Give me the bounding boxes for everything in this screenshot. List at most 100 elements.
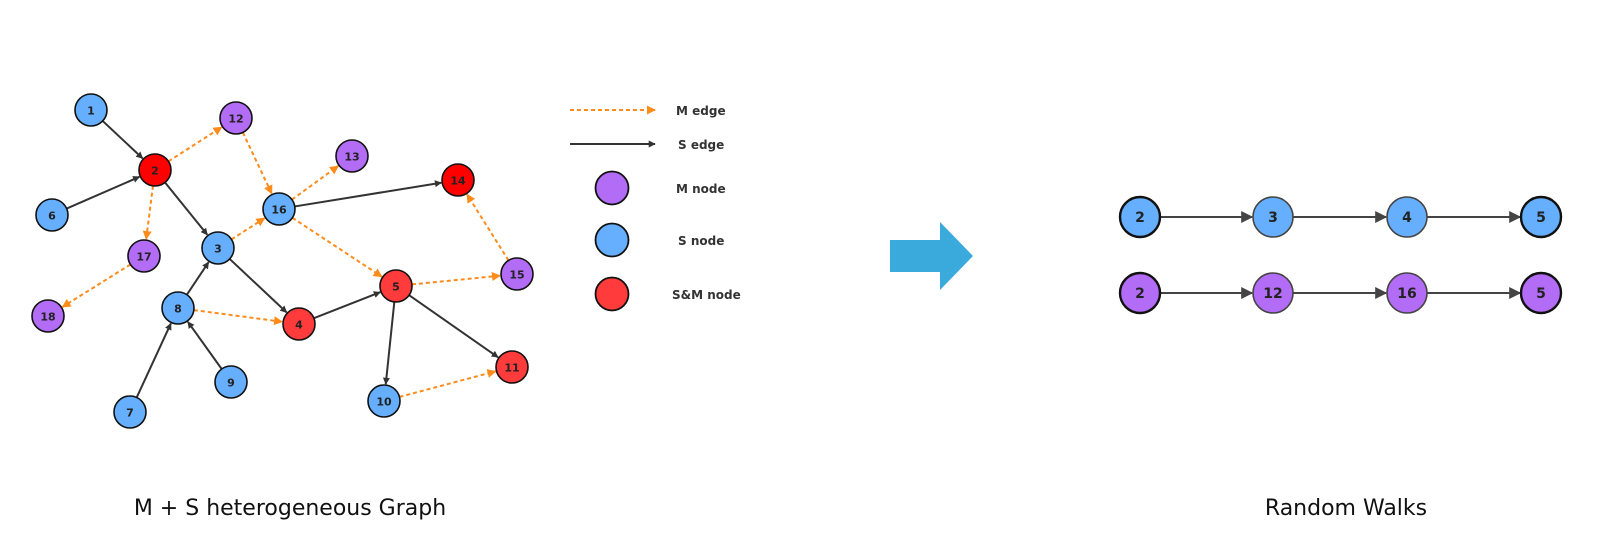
graph-node-8: 8 (161, 291, 195, 325)
edge-s-9-8 (187, 321, 223, 370)
edge-s-8-3 (186, 261, 210, 296)
edge-m-17-18 (61, 263, 131, 308)
edge-m-2-17 (142, 185, 154, 241)
graph-node-4: 4 (282, 307, 316, 341)
graph-node-2: 2 (138, 153, 172, 187)
graph-node-14: 14 (441, 163, 475, 197)
edge-m-16-5 (291, 216, 383, 278)
edge-s-1-2 (101, 120, 144, 160)
walk-node-circle (1118, 195, 1162, 239)
graph-node-circle (161, 291, 195, 325)
graph-node-17: 17 (127, 239, 161, 273)
edge-s-3-4 (228, 258, 288, 314)
graph-node-label: 3 (214, 243, 222, 256)
walk-node-label: 16 (1397, 286, 1416, 302)
graph-node-18: 18 (31, 299, 65, 333)
legend-m-edge-label: M edge (676, 104, 726, 118)
transform-arrow-icon (890, 222, 973, 290)
graph-node-label: 14 (450, 175, 466, 188)
edge-s-7-8 (135, 322, 172, 398)
graph-node-label: 15 (509, 269, 524, 282)
graph-node-label: 8 (174, 303, 182, 316)
graph-node-circle (219, 101, 253, 135)
walk-node-circle (1519, 271, 1563, 315)
graph-node-circle (127, 239, 161, 273)
graph-node-label: 4 (295, 319, 303, 332)
graph-node-circle (500, 257, 534, 291)
edge-s-4-5 (313, 291, 381, 320)
walk-node-label: 2 (1135, 286, 1145, 302)
legend-sm-node-swatch (594, 276, 630, 312)
graph-node-9: 9 (214, 365, 248, 399)
graph-node-label: 6 (48, 210, 56, 223)
graph-node-label: 18 (40, 311, 55, 324)
walk-node-circle (1519, 195, 1563, 239)
walk-row-2: 2 12 16 5 (1118, 271, 1563, 315)
graph-node-circle (262, 192, 296, 226)
walk-node-label: 2 (1135, 210, 1145, 226)
graph-node-circle (495, 350, 529, 384)
graph-node-circle (282, 307, 316, 341)
graph-node-circle (214, 365, 248, 399)
graph-node-3: 3 (201, 231, 235, 265)
graph-node-label: 5 (392, 281, 400, 294)
graph-caption: M + S heterogeneous Graph (133, 496, 447, 521)
legend-s-node-swatch (594, 222, 630, 258)
walk-node-label: 3 (1268, 210, 1278, 226)
legend-m-node-label: M node (676, 182, 726, 196)
edge-s-16-14 (294, 180, 442, 208)
walk-node-circle (1118, 271, 1162, 315)
graph-node-circle (201, 231, 235, 265)
walk-row-1: 2 3 4 5 (1118, 195, 1563, 239)
graph-node-5: 5 (379, 269, 413, 303)
legend-m-node-swatch (594, 170, 630, 206)
edge-m-16-13 (291, 165, 339, 201)
graph-node-circle (31, 299, 65, 333)
edge-s-6-2 (66, 175, 141, 210)
graph-node-circle (138, 153, 172, 187)
edge-m-5-15 (411, 271, 501, 286)
graph-node-label: 11 (504, 362, 519, 375)
legend-s-edge-label: S edge (678, 138, 724, 152)
walk-node-label: 5 (1536, 210, 1546, 226)
graph-node-6: 6 (35, 198, 69, 232)
graph-node-circle (441, 163, 475, 197)
graph-node-circle (113, 395, 147, 429)
graph-node-label: 17 (136, 251, 151, 264)
graph-node-16: 16 (262, 192, 296, 226)
graph-node-11: 11 (495, 350, 529, 384)
walk-node-circle (1252, 272, 1294, 314)
edge-s-5-11 (408, 294, 499, 359)
walk-node-label: 12 (1263, 286, 1282, 302)
graph-node-7: 7 (113, 395, 147, 429)
graph-node-label: 7 (126, 407, 134, 420)
graph-node-circle (379, 269, 413, 303)
graph-node-label: 2 (151, 165, 159, 178)
walk-node-circle (1252, 196, 1294, 238)
legend-s-node-label: S node (678, 234, 724, 248)
graph-node-circle (367, 384, 401, 418)
edge-m-3-16 (230, 217, 266, 241)
edge-s-2-3 (164, 181, 209, 236)
graph-node-label: 12 (228, 113, 243, 126)
graph-node-label: 16 (271, 204, 287, 217)
walk-node-label: 4 (1402, 210, 1412, 226)
graph-node-1: 1 (74, 93, 108, 127)
edge-m-10-11 (399, 369, 497, 398)
walk-node-label: 5 (1536, 286, 1546, 302)
walk-node-circle (1386, 196, 1428, 238)
walk-node-circle (1386, 272, 1428, 314)
walks-caption: Random Walks (1264, 496, 1428, 521)
edge-m-15-14 (466, 193, 510, 261)
edge-m-12-16 (241, 132, 273, 195)
graph-node-label: 10 (376, 396, 392, 409)
graph-node-circle (74, 93, 108, 127)
graph-node-label: 9 (227, 377, 235, 390)
graph-node-label: 13 (344, 151, 359, 164)
graph-node-15: 15 (500, 257, 534, 291)
edge-s-5-10 (382, 301, 396, 385)
graph-edges (61, 120, 510, 398)
graph-node-circle (35, 198, 69, 232)
